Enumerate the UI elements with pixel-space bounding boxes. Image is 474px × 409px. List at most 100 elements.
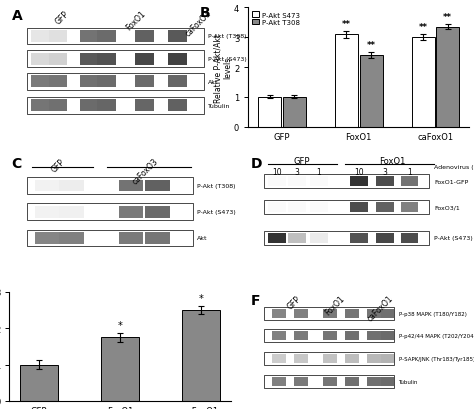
FancyBboxPatch shape (49, 54, 67, 65)
FancyBboxPatch shape (367, 354, 381, 363)
FancyBboxPatch shape (27, 204, 193, 220)
FancyBboxPatch shape (27, 98, 204, 115)
Text: 10: 10 (272, 168, 282, 177)
Text: A: A (12, 9, 22, 23)
FancyBboxPatch shape (118, 180, 144, 192)
Text: FoxO1: FoxO1 (379, 157, 405, 166)
Bar (100, 337, 139, 401)
FancyBboxPatch shape (31, 76, 50, 88)
FancyBboxPatch shape (145, 232, 170, 244)
FancyBboxPatch shape (135, 54, 154, 65)
Text: F: F (250, 293, 260, 307)
FancyBboxPatch shape (350, 233, 367, 243)
FancyBboxPatch shape (288, 177, 306, 187)
FancyBboxPatch shape (376, 203, 394, 213)
Text: P-p38 MAPK (T180/Y182): P-p38 MAPK (T180/Y182) (399, 312, 466, 317)
FancyBboxPatch shape (376, 233, 394, 243)
FancyBboxPatch shape (376, 177, 394, 187)
FancyBboxPatch shape (345, 354, 359, 363)
FancyBboxPatch shape (264, 352, 394, 365)
FancyBboxPatch shape (268, 177, 286, 187)
Text: Tubulin: Tubulin (209, 103, 231, 109)
FancyBboxPatch shape (27, 74, 204, 90)
FancyBboxPatch shape (268, 203, 286, 213)
Text: P-Akt (S473): P-Akt (S473) (197, 209, 236, 215)
FancyBboxPatch shape (264, 329, 394, 342)
Text: GFP: GFP (286, 293, 303, 310)
FancyBboxPatch shape (367, 331, 381, 340)
FancyBboxPatch shape (272, 310, 286, 318)
FancyBboxPatch shape (310, 233, 328, 243)
Text: P-SAPK/JNK (Thr183/Tyr185): P-SAPK/JNK (Thr183/Tyr185) (399, 356, 474, 361)
FancyBboxPatch shape (401, 177, 419, 187)
FancyBboxPatch shape (97, 76, 116, 88)
FancyBboxPatch shape (367, 377, 381, 386)
FancyBboxPatch shape (97, 100, 116, 112)
FancyBboxPatch shape (80, 100, 99, 112)
FancyBboxPatch shape (118, 206, 144, 218)
FancyBboxPatch shape (135, 100, 154, 112)
FancyBboxPatch shape (401, 233, 419, 243)
FancyBboxPatch shape (97, 54, 116, 65)
FancyBboxPatch shape (49, 76, 67, 88)
FancyBboxPatch shape (401, 203, 419, 213)
Text: FoxO1: FoxO1 (323, 293, 346, 316)
FancyBboxPatch shape (350, 177, 367, 187)
Text: FoxO3/1: FoxO3/1 (434, 205, 460, 210)
FancyBboxPatch shape (118, 232, 144, 244)
FancyBboxPatch shape (135, 76, 154, 88)
FancyBboxPatch shape (310, 203, 328, 213)
FancyBboxPatch shape (294, 377, 308, 386)
Text: 3: 3 (383, 168, 388, 177)
Text: **: ** (419, 23, 428, 32)
FancyBboxPatch shape (49, 31, 67, 43)
Text: D: D (250, 157, 262, 171)
Bar (182, 310, 220, 401)
Text: P-Akt (S473): P-Akt (S473) (434, 236, 473, 240)
FancyBboxPatch shape (272, 377, 286, 386)
Text: *: * (199, 294, 203, 303)
FancyBboxPatch shape (310, 177, 328, 187)
Text: 1: 1 (317, 168, 321, 177)
Bar (436, 27, 459, 128)
FancyBboxPatch shape (350, 203, 367, 213)
FancyBboxPatch shape (35, 180, 60, 192)
Text: B: B (200, 6, 210, 20)
Bar (283, 98, 306, 128)
FancyBboxPatch shape (381, 310, 394, 318)
FancyBboxPatch shape (288, 203, 306, 213)
FancyBboxPatch shape (27, 230, 193, 246)
FancyBboxPatch shape (381, 377, 394, 386)
FancyBboxPatch shape (272, 331, 286, 340)
FancyBboxPatch shape (59, 180, 84, 192)
Text: *: * (118, 321, 122, 330)
FancyBboxPatch shape (145, 180, 170, 192)
Text: caFoxO1: caFoxO1 (365, 293, 395, 323)
FancyBboxPatch shape (264, 308, 394, 321)
FancyBboxPatch shape (31, 31, 50, 43)
FancyBboxPatch shape (264, 375, 394, 388)
Text: Adenovirus (MOI): Adenovirus (MOI) (434, 164, 474, 169)
Text: caFoxO3: caFoxO3 (131, 157, 161, 186)
Text: C: C (12, 157, 22, 171)
FancyBboxPatch shape (381, 354, 394, 363)
FancyBboxPatch shape (27, 29, 204, 45)
Text: P-p42/44 MAPK (T202/Y204): P-p42/44 MAPK (T202/Y204) (399, 333, 474, 338)
Bar (19, 365, 58, 401)
FancyBboxPatch shape (345, 331, 359, 340)
FancyBboxPatch shape (27, 51, 204, 68)
FancyBboxPatch shape (168, 76, 187, 88)
FancyBboxPatch shape (294, 310, 308, 318)
FancyBboxPatch shape (49, 100, 67, 112)
Text: **: ** (342, 20, 351, 29)
FancyBboxPatch shape (345, 377, 359, 386)
FancyBboxPatch shape (294, 331, 308, 340)
FancyBboxPatch shape (323, 377, 337, 386)
FancyBboxPatch shape (97, 31, 116, 43)
FancyBboxPatch shape (264, 175, 429, 189)
Text: P-Akt (T308): P-Akt (T308) (197, 184, 236, 189)
FancyBboxPatch shape (35, 232, 60, 244)
FancyBboxPatch shape (288, 233, 306, 243)
Text: Tubulin: Tubulin (399, 379, 418, 384)
FancyBboxPatch shape (272, 354, 286, 363)
